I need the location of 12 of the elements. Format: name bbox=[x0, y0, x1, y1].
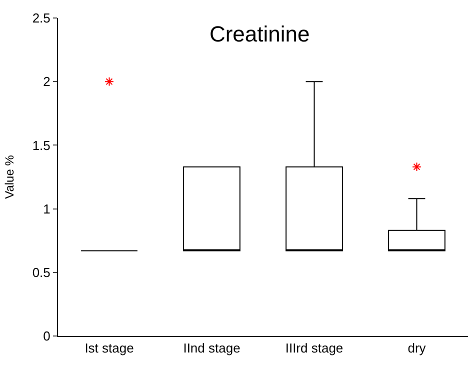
y-axis-title: Value % bbox=[2, 154, 17, 199]
x-tick-label: dry bbox=[408, 340, 426, 356]
y-tick-label: 2.5 bbox=[32, 10, 50, 26]
y-tick-label: 1 bbox=[43, 201, 50, 216]
y-tick-label: 2 bbox=[43, 74, 50, 90]
chart-title: Creatinine bbox=[209, 21, 310, 46]
y-tick-label: 0.5 bbox=[32, 264, 50, 280]
y-tick-label: 1.5 bbox=[32, 138, 50, 153]
x-tick-label: IInd stage bbox=[183, 340, 240, 356]
x-tick-label: Ist stage bbox=[84, 340, 134, 356]
y-tick-label: 0 bbox=[43, 328, 50, 344]
x-tick-label: IIIrd stage bbox=[285, 340, 344, 356]
